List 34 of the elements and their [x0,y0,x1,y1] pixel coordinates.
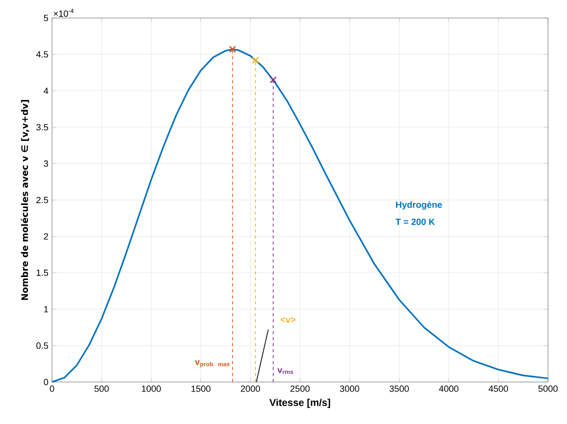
point [229,46,236,53]
y-tick-label: 1 [44,306,48,312]
x-tick-label: 4000 [439,386,458,392]
x-axis-title: Vitesse [m/s] [269,398,330,408]
y-tick-label: 1.5 [36,270,48,276]
y-tick-label: 4 [44,88,48,94]
x-tick-label: 0 [50,386,54,392]
x-tick-label: 1500 [192,386,210,392]
annotation: $\mathbf{v_{prob.\ max}}$ [194,360,230,368]
text: ×10$^{-4}$ [54,8,74,17]
y-tick-label: 2.5 [36,196,48,204]
y-tick-label: 0 [44,378,48,386]
x-tick-label: 5000 [538,386,558,392]
y-tick-label: 3.5 [36,124,48,130]
point [270,76,277,84]
x-tick-label: 2500 [290,386,310,392]
annotation: T = 200 K [396,218,435,226]
x-tick-label: 3000 [340,386,360,392]
x-tick-label: 1000 [142,386,161,392]
line-series [51,48,549,383]
y-tick-label: 0.5 [36,342,48,349]
y-tick-label: 2 [44,233,48,240]
x-tick-label: 2000 [240,386,260,392]
y-tick-label: 4.5 [36,51,48,58]
y-axis-title: Nombre de molécules avec v ∈ [v,v+dv] [20,100,30,300]
x-tick-label: 3500 [390,386,409,392]
x-tick-label: 4500 [488,386,508,392]
annotation: <v> [280,317,296,323]
annotation: v$_{rms}$ [277,368,294,374]
y-tick-label: 3 [44,160,48,167]
point [252,56,259,64]
annotation: Hydrogène [396,201,442,210]
y-tick-label: 5 [44,14,48,22]
x-tick-label: 500 [94,386,109,392]
